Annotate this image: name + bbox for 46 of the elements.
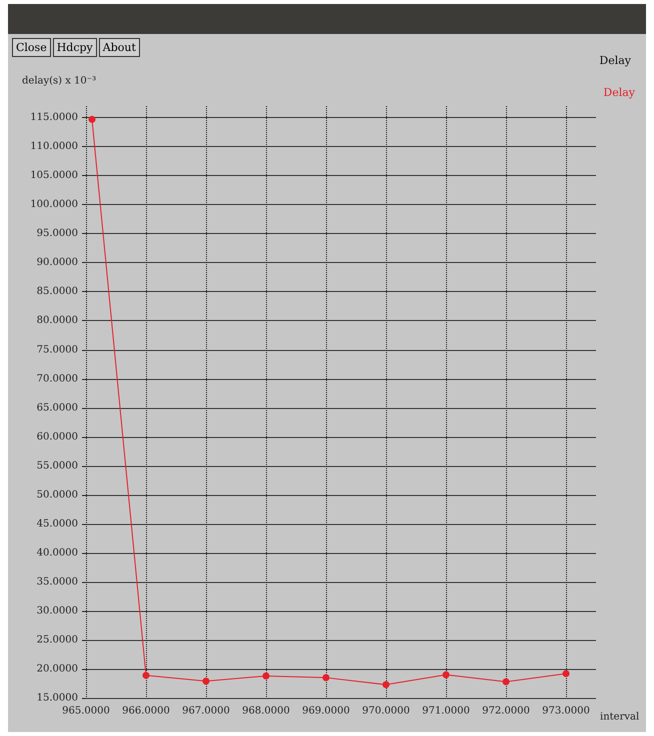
point [322, 674, 330, 682]
y-tick-label: 45.0000 [36, 518, 78, 530]
y-tick-label: 95.0000 [36, 228, 78, 240]
x-tick-label: 971.0000 [422, 706, 470, 716]
x-tick-label: 970.0000 [362, 706, 410, 716]
y-tick-label: 60.0000 [36, 431, 78, 442]
y-tick-label: 80.0000 [36, 315, 78, 326]
y-tick-label: 85.0000 [36, 286, 78, 298]
y-tick-label: 115.0000 [30, 112, 78, 124]
y-tick-label: 30.0000 [36, 605, 78, 616]
y-tick-label: 110.0000 [30, 141, 78, 152]
y-tick-label: 90.0000 [36, 257, 78, 268]
y-tick-label: 40.0000 [36, 547, 78, 558]
x-tick-label: 968.0000 [242, 706, 290, 716]
point [502, 678, 510, 686]
y-tick-label: 70.0000 [36, 373, 78, 384]
x-axis-title: interval [600, 712, 640, 722]
y-tick-label: 50.0000 [36, 489, 78, 500]
point [442, 671, 450, 678]
point [202, 678, 210, 685]
text: About [98, 38, 140, 57]
point [382, 681, 390, 688]
text: Delay [603, 86, 636, 99]
x-tick-label: 967.0000 [182, 706, 230, 716]
y-tick-label: 25.0000 [36, 634, 78, 646]
y-tick-label: 105.0000 [30, 170, 78, 182]
chart-title: Delay [599, 54, 632, 67]
y-tick-label: 35.0000 [36, 576, 78, 588]
point [262, 672, 270, 680]
y-tick-label: 65.0000 [36, 402, 78, 414]
y-tick-label: 55.0000 [36, 460, 78, 472]
point [88, 116, 96, 123]
y-tick-label: 15.0000 [36, 692, 78, 704]
x-tick-label: 965.0000 [62, 706, 110, 716]
text: Close [12, 38, 51, 57]
text: Hdcpy [52, 38, 97, 57]
y-tick-label: 20.0000 [36, 663, 78, 674]
y-axis-title: delay(s) x 10⁻³ [22, 76, 96, 86]
y-tick-label: 100.0000 [30, 199, 78, 210]
point [562, 670, 570, 678]
y-tick-label: 75.0000 [36, 344, 78, 356]
x-tick-label: 969.0000 [302, 706, 350, 716]
point [142, 672, 150, 679]
x-tick-label: 973.0000 [542, 706, 590, 716]
x-tick-label: 972.0000 [482, 706, 530, 716]
x-tick-label: 966.0000 [122, 706, 170, 716]
